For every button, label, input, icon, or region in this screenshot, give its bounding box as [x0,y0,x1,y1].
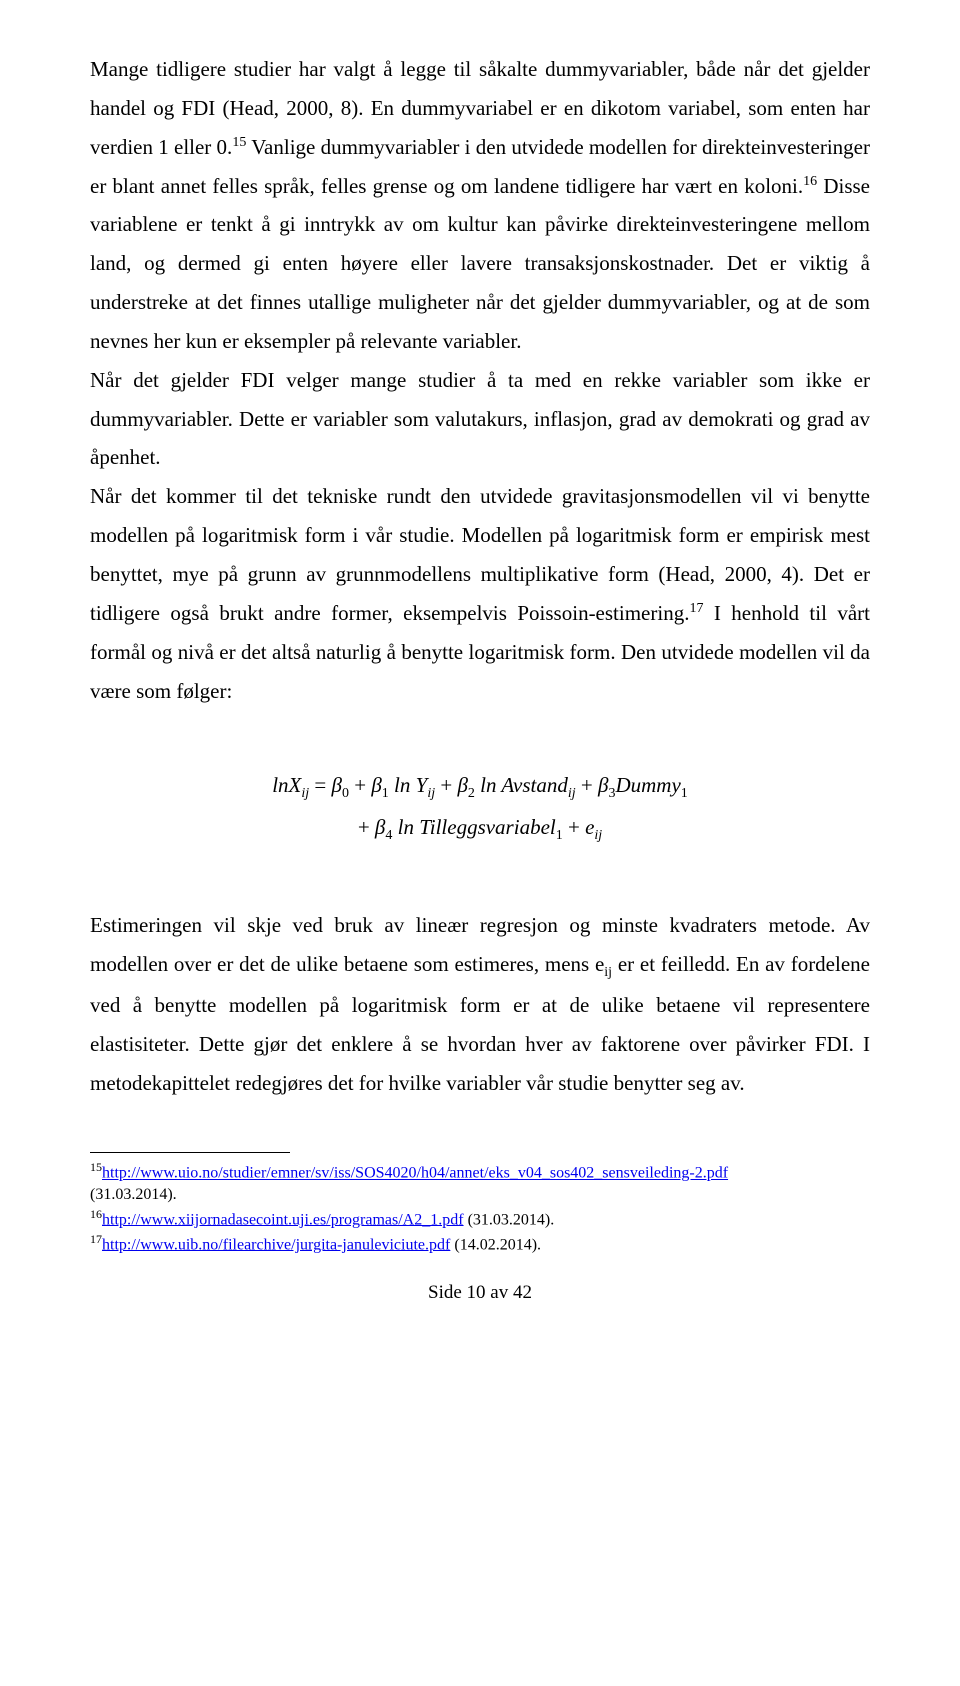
footnotes-block: 15http://www.uio.no/studier/emner/sv/iss… [90,1159,870,1255]
page-container: Mange tidligere studier har valgt å legg… [0,0,960,1344]
eq-X: X [289,773,302,797]
eq-dummy-sub: 1 [681,787,688,802]
footnote-num-15: 15 [90,1160,102,1174]
eq-equals: = [309,773,331,797]
equation-line-2: + β4 ln Tilleggsvariabel1 + eij [90,808,870,850]
eq-sub0: 0 [342,787,349,802]
eq-sub-ij2: ij [427,787,435,802]
eq-ln2: ln [394,773,416,797]
paragraph-4: Estimeringen vil skje ved bruk av lineær… [90,906,870,1102]
p1-text-c: Disse variablene er tenkt å gi inntrykk … [90,174,870,353]
paragraph-1: Mange tidligere studier har valgt å legg… [90,50,870,361]
footnote-ref-16: 16 [803,174,817,189]
eq-dummy: Dummy [615,773,680,797]
equation-line-1: lnXij = β0 + β1 ln Yij + β2 ln Avstandij… [90,766,870,808]
footnote-date-16: (31.03.2014). [464,1211,555,1228]
eq-beta0: β [332,773,342,797]
footnote-link-17[interactable]: http://www.uib.no/filearchive/jurgita-ja… [102,1236,450,1253]
eq-ln3: ln [480,773,501,797]
footnote-num-17: 17 [90,1232,102,1246]
eq-ln: ln [272,773,288,797]
p2-text: Når det gjelder FDI velger mange studier… [90,368,870,470]
eq-plus2: + [435,773,457,797]
eq-ln4: ln [398,815,420,839]
eq-sub-ij: ij [301,787,309,802]
footnote-ref-17: 17 [689,601,703,616]
paragraph-2: Når det gjelder FDI velger mange studier… [90,361,870,478]
eq-plus4: + [358,815,375,839]
page-number: Side 10 av 42 [90,1282,870,1304]
eq-Y: Y [416,773,428,797]
footnote-ref-15: 15 [232,135,246,150]
footnote-num-16: 16 [90,1207,102,1221]
footnote-17: 17http://www.uib.no/filearchive/jurgita-… [90,1231,870,1256]
eq-plus: + [349,773,371,797]
eq-avstand: Avstand [501,773,568,797]
eq-tillegg-sub: 1 [556,828,563,843]
eq-beta2: β [457,773,467,797]
footnote-date-17: (14.02.2014). [450,1236,541,1253]
eq-beta1: β [371,773,381,797]
footnote-link-15[interactable]: http://www.uio.no/studier/emner/sv/iss/S… [102,1165,728,1182]
eq-e: e [585,815,594,839]
p4-sub: ij [604,965,612,980]
eq-tillegg: Tilleggsvariabel [419,815,556,839]
eq-sub-ij3: ij [568,787,576,802]
paragraph-3: Når det kommer til det tekniske rundt de… [90,477,870,710]
eq-sub2: 2 [468,787,475,802]
footnote-separator [90,1152,290,1153]
eq-sub-ij4: ij [594,828,602,843]
eq-sub1: 1 [382,787,389,802]
equation-block: lnXij = β0 + β1 ln Yij + β2 ln Avstandij… [90,766,870,850]
eq-plus3: + [576,773,598,797]
footnote-15: 15http://www.uio.no/studier/emner/sv/iss… [90,1159,870,1206]
eq-beta4: β [375,815,385,839]
footnote-16: 16http://www.xiijornadasecoint.uji.es/pr… [90,1206,870,1231]
eq-plus5: + [563,815,585,839]
eq-beta3: β [598,773,608,797]
footnote-link-16[interactable]: http://www.xiijornadasecoint.uji.es/prog… [102,1211,464,1228]
footnote-date-15: (31.03.2014). [90,1186,177,1203]
